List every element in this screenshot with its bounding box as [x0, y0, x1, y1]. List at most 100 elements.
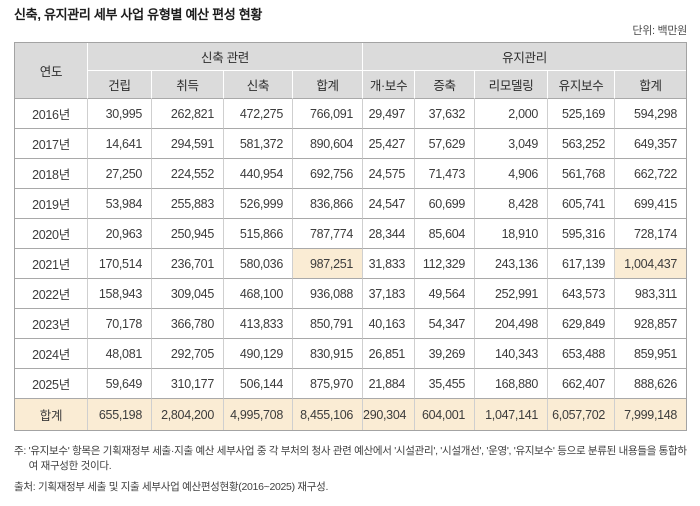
- value-cell: 35,455: [415, 369, 476, 399]
- col-header: 취득: [152, 71, 224, 99]
- note-text: '유지보수' 항목은 기획재정부 세출·지출 예산 세부사업 중 각 부처의 청…: [28, 445, 687, 472]
- table-row: 2016년 30,995 262,821 472,275 766,091 29,497 37…: [15, 99, 687, 129]
- value-cell: 440,954: [224, 159, 293, 189]
- value-cell: 766,091: [293, 99, 364, 129]
- year-cell: 2019년: [15, 189, 88, 219]
- col-header: 유지보수: [548, 71, 616, 99]
- value-cell: 563,252: [548, 129, 616, 159]
- total-value-cell: 1,047,141: [475, 399, 549, 430]
- value-cell: 39,269: [415, 339, 476, 369]
- value-cell: 692,756: [293, 159, 364, 189]
- value-cell: 580,036: [224, 249, 293, 279]
- value-cell: 629,849: [548, 309, 616, 339]
- value-cell: 71,473: [415, 159, 476, 189]
- unit-label: 단위: 백만원: [632, 25, 687, 37]
- total-value-cell: 8,455,106: [293, 399, 364, 430]
- col-header: 신축: [224, 71, 293, 99]
- value-cell: 292,705: [152, 339, 224, 369]
- value-cell: 27,250: [88, 159, 152, 189]
- col-header: 개·보수: [363, 71, 416, 99]
- value-cell: 262,821: [152, 99, 224, 129]
- table-row: 2019년 53,984 255,883 526,999 836,866 24,547 60…: [15, 189, 687, 219]
- value-cell: 594,298: [615, 99, 687, 129]
- value-cell: 472,275: [224, 99, 293, 129]
- value-cell: 728,174: [615, 219, 687, 249]
- col-header: 합계: [293, 71, 364, 99]
- value-cell: 294,591: [152, 129, 224, 159]
- value-cell: 561,768: [548, 159, 616, 189]
- table-row: 2018년 27,250 224,552 440,954 692,756 24,575 71…: [15, 159, 687, 189]
- col-header: 증축: [415, 71, 476, 99]
- col-group-maintenance: 유지관리: [363, 43, 687, 71]
- value-cell: 25,427: [363, 129, 416, 159]
- value-cell: 699,415: [615, 189, 687, 219]
- value-cell: 20,963: [88, 219, 152, 249]
- year-cell: 2016년: [15, 99, 88, 129]
- value-cell: 250,945: [152, 219, 224, 249]
- value-cell: 366,780: [152, 309, 224, 339]
- budget-table: 연도 신축 관련 유지관리 건립 취득 신축 합계 개·보수 증축 리모델링 유지보수 합계 2…: [14, 42, 688, 431]
- note: 주: '유지보수' 항목은 기획재정부 세출·지출 예산 세부사업 중 각 부처…: [14, 444, 687, 474]
- value-cell: 29,497: [363, 99, 416, 129]
- value-cell: 204,498: [475, 309, 549, 339]
- table-row: 2021년 170,514 236,701 580,036 987,251 31,833 1…: [15, 249, 687, 279]
- header-group-row: 연도 신축 관련 유지관리: [15, 43, 687, 99]
- value-cell: 170,514: [88, 249, 152, 279]
- year-cell: 2024년: [15, 339, 88, 369]
- table-row: 2024년 48,081 292,705 490,129 830,915 26,851 39…: [15, 339, 687, 369]
- value-cell: 506,144: [224, 369, 293, 399]
- value-cell: 158,943: [88, 279, 152, 309]
- value-cell: 24,547: [363, 189, 416, 219]
- value-cell: 37,632: [415, 99, 476, 129]
- page-title: 신축, 유지관리 세부 사업 유형별 예산 편성 현황: [14, 7, 263, 22]
- value-cell: 468,100: [224, 279, 293, 309]
- source-note: 출처: 기획재정부 세출 및 지출 세부사업 예산편성현황(2016~2025)…: [14, 480, 687, 495]
- value-cell: 515,866: [224, 219, 293, 249]
- value-cell: 57,629: [415, 129, 476, 159]
- value-cell: 936,088: [293, 279, 364, 309]
- total-value-cell: 7,999,148: [615, 399, 687, 430]
- header-sub-row: 건립 취득 신축 합계 개·보수 증축 리모델링 유지보수 합계: [15, 71, 687, 99]
- year-cell: 2023년: [15, 309, 88, 339]
- value-cell: 3,049: [475, 129, 549, 159]
- value-cell: 140,343: [475, 339, 549, 369]
- value-cell: 40,163: [363, 309, 416, 339]
- col-header: 건립: [88, 71, 152, 99]
- col-header-year: 연도: [15, 43, 88, 99]
- value-cell: 48,081: [88, 339, 152, 369]
- value-cell: 85,604: [415, 219, 476, 249]
- total-row: 합계 655,198 2,804,200 4,995,708 8,455,106 290,…: [15, 399, 687, 430]
- value-cell: 14,641: [88, 129, 152, 159]
- value-cell: 252,991: [475, 279, 549, 309]
- note-prefix: 주:: [14, 445, 29, 457]
- total-value-cell: 2,804,200: [152, 399, 224, 430]
- value-cell: 653,488: [548, 339, 616, 369]
- year-cell: 2022년: [15, 279, 88, 309]
- total-value-cell: 655,198: [88, 399, 152, 430]
- value-cell: 112,329: [415, 249, 476, 279]
- value-cell: 236,701: [152, 249, 224, 279]
- year-cell: 2020년: [15, 219, 88, 249]
- value-cell: 243,136: [475, 249, 549, 279]
- value-cell: 526,999: [224, 189, 293, 219]
- value-cell: 413,833: [224, 309, 293, 339]
- value-cell: 525,169: [548, 99, 616, 129]
- table-row: 2022년 158,943 309,045 468,100 936,088 37,183 4…: [15, 279, 687, 309]
- col-header: 리모델링: [475, 71, 549, 99]
- table-row: 2020년 20,963 250,945 515,866 787,774 28,344 85…: [15, 219, 687, 249]
- value-cell: 309,045: [152, 279, 224, 309]
- value-cell: 836,866: [293, 189, 364, 219]
- value-cell: 168,880: [475, 369, 549, 399]
- value-cell: 662,407: [548, 369, 616, 399]
- value-cell: 983,311: [615, 279, 687, 309]
- value-cell: 890,604: [293, 129, 364, 159]
- value-cell: 21,884: [363, 369, 416, 399]
- value-cell: 49,564: [415, 279, 476, 309]
- value-cell: 662,722: [615, 159, 687, 189]
- value-cell: 59,649: [88, 369, 152, 399]
- value-cell: 875,970: [293, 369, 364, 399]
- value-cell: 643,573: [548, 279, 616, 309]
- value-cell: 595,316: [548, 219, 616, 249]
- value-cell: 26,851: [363, 339, 416, 369]
